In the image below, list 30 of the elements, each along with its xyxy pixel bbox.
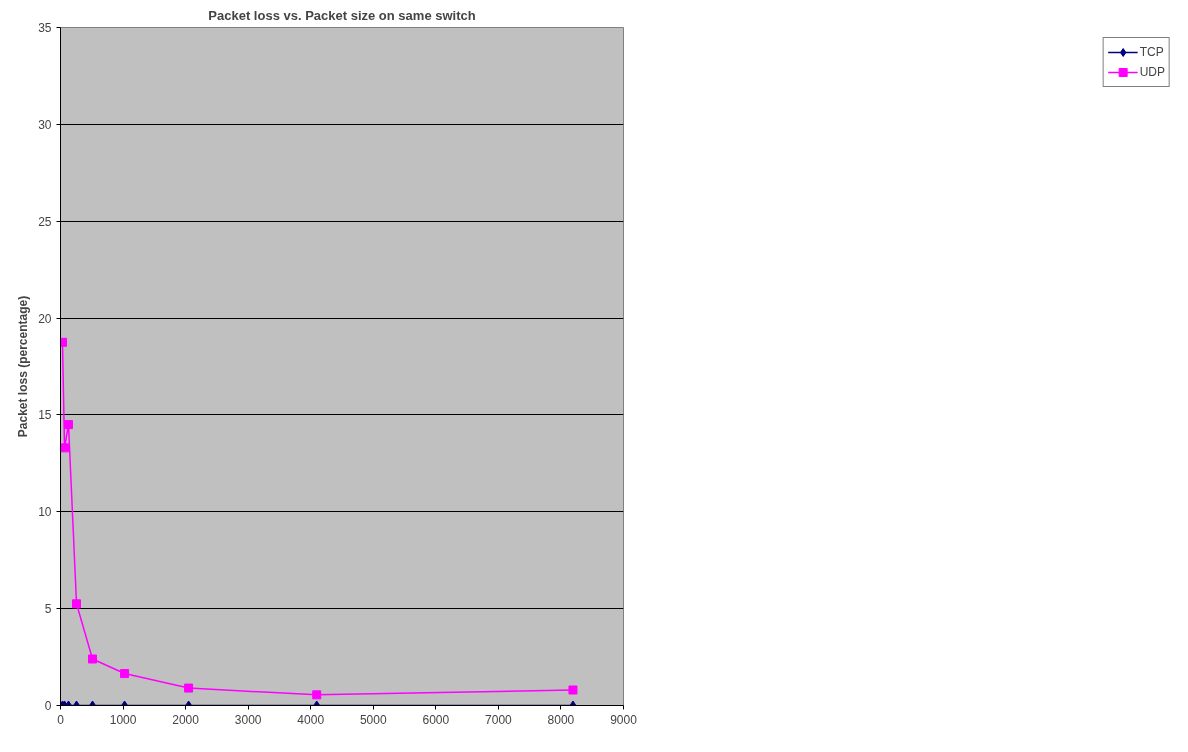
point (72, 599, 82, 609)
legend-label: TCP (1139, 45, 1164, 59)
point (64, 420, 74, 430)
y-tick-label: 35 (38, 21, 52, 35)
x-tick-label: 3000 (234, 712, 262, 727)
point (568, 685, 578, 695)
y-tick-label: 0 (44, 699, 52, 713)
x-tick-label: 9000 (610, 712, 638, 727)
x-tick-label: 1000 (109, 712, 137, 727)
y-axis-title: Packet loss (percentage) (16, 295, 31, 438)
x-tick-label: 5000 (359, 712, 387, 727)
point (88, 654, 98, 664)
x-tick-label: 4000 (297, 712, 325, 727)
point (184, 683, 194, 693)
point (60, 443, 69, 453)
x-tick-label: 8000 (547, 712, 575, 727)
y-tick-label: 10 (38, 505, 52, 520)
legend-label: UDP (1139, 65, 1165, 79)
x-tick-label: 0 (57, 712, 65, 727)
point (120, 669, 130, 679)
y-tick-label: 25 (38, 214, 52, 229)
y-tick-label: 5 (44, 602, 52, 617)
y-tick-label: 20 (38, 311, 52, 326)
point (312, 690, 322, 700)
x-tick-label: 2000 (172, 712, 200, 727)
x-tick-label: 6000 (422, 712, 450, 727)
y-tick-label: 30 (38, 117, 52, 132)
y-tick-label: 15 (38, 408, 52, 423)
x-tick-label: 7000 (485, 712, 513, 727)
chart-title: Packet loss vs. Packet size on same switch (208, 7, 476, 23)
